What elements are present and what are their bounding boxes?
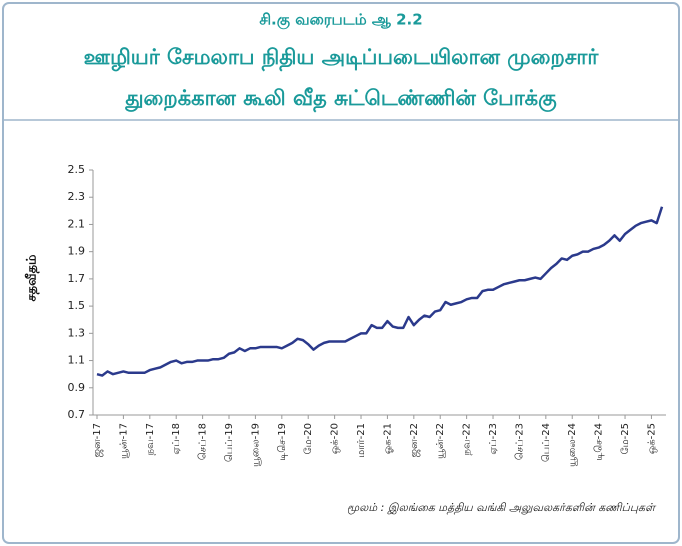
- x-tick-label: பெப்-24: [541, 423, 552, 462]
- x-tick-label: ஓக-21: [382, 423, 393, 454]
- y-axis-label: சதவீதம்: [24, 254, 40, 302]
- source-note: மூலம் : இலங்கை மத்திய வங்கி அலுவலகர்களின…: [347, 501, 657, 515]
- x-tick-label: யூலை-19: [250, 423, 261, 467]
- chart-title: சி.கு வரைபடம் ஆ 2.2: [259, 11, 422, 30]
- y-tick-label: 1.7: [68, 272, 86, 285]
- y-tick-label: 1.5: [68, 299, 86, 312]
- x-tick-label: டிசெ-24: [594, 423, 605, 461]
- data-line: [96, 206, 664, 377]
- x-tick-label: செப்-23: [514, 423, 525, 460]
- x-tick-label: செப்-18: [198, 423, 209, 460]
- x-tick-label: பெப்-19: [224, 423, 235, 462]
- x-tick-label: நவ-17: [145, 423, 156, 455]
- y-tick-label: 1.1: [68, 354, 86, 367]
- y-tick-label: 0.9: [68, 381, 86, 394]
- y-tick-label: 1.3: [68, 326, 86, 339]
- y-tick-label: 0.7: [68, 408, 86, 421]
- y-tick-label: 2.5: [68, 163, 86, 176]
- x-tick-label: ஒக்-20: [330, 423, 341, 454]
- x-tick-label: ஜன-17: [92, 423, 103, 457]
- y-tick-label: 2.3: [68, 190, 86, 203]
- x-tick-label: யூன்-22: [435, 423, 446, 459]
- x-tick-label: மே-25: [620, 423, 631, 454]
- x-tick-label: ஒக்-25: [646, 423, 657, 454]
- x-tick-label: ஏப்-18: [171, 423, 182, 455]
- x-tick-label: டிசெ-19: [277, 423, 288, 461]
- y-tick-label: 1.9: [68, 245, 86, 258]
- chart-subtitle: ஊழியர் சேமலாப நிதிய அடிப்படையிலான முறைசா…: [84, 45, 600, 72]
- x-tick-label: நவ-22: [462, 423, 473, 455]
- x-tick-label: மே-20: [303, 423, 314, 454]
- x-tick-label: யூன்-17: [118, 423, 129, 459]
- x-tick-label: ஏப்-23: [488, 423, 499, 455]
- x-tick-label: மார்-21: [356, 423, 367, 458]
- x-tick-label: ஜன-22: [409, 423, 420, 457]
- y-tick-label: 2.1: [68, 217, 86, 230]
- x-tick-label: யூலை-24: [567, 423, 578, 467]
- chart-subtitle: துறைக்கான கூலி வீத சுட்டெண்ணின் போக்கு: [124, 86, 557, 113]
